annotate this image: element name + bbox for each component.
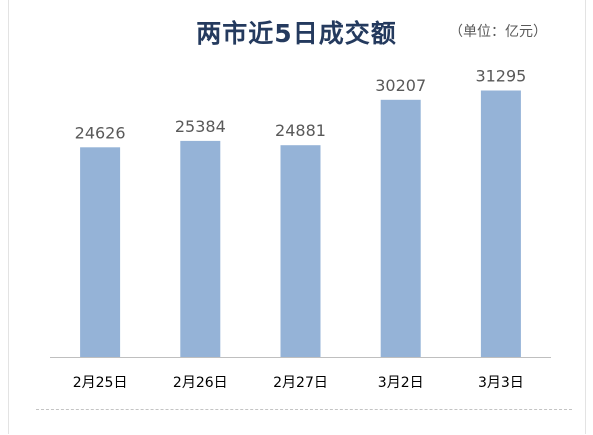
value-label-4: 30207	[375, 76, 426, 95]
chart-frame	[8, 0, 586, 434]
bar-5	[480, 90, 521, 357]
dashed-separator	[36, 409, 572, 410]
bar-4	[380, 99, 421, 358]
value-label-5: 31295	[475, 67, 526, 86]
category-label-1: 2月25日	[73, 375, 128, 391]
value-label-3: 24881	[275, 121, 326, 140]
category-label-2: 2月26日	[173, 375, 228, 391]
unit-label: （单位：亿元）	[449, 24, 547, 40]
category-label-4: 3月2日	[378, 375, 424, 391]
value-label-2: 25384	[175, 117, 226, 136]
value-label-1: 24626	[75, 123, 126, 142]
bar-1	[80, 147, 121, 357]
category-label-3: 2月27日	[273, 375, 328, 391]
bar-3	[280, 145, 321, 357]
chart-title: 两市近5日成交额	[196, 19, 397, 48]
bar-2	[180, 140, 221, 357]
category-label-5: 3月3日	[478, 375, 524, 391]
